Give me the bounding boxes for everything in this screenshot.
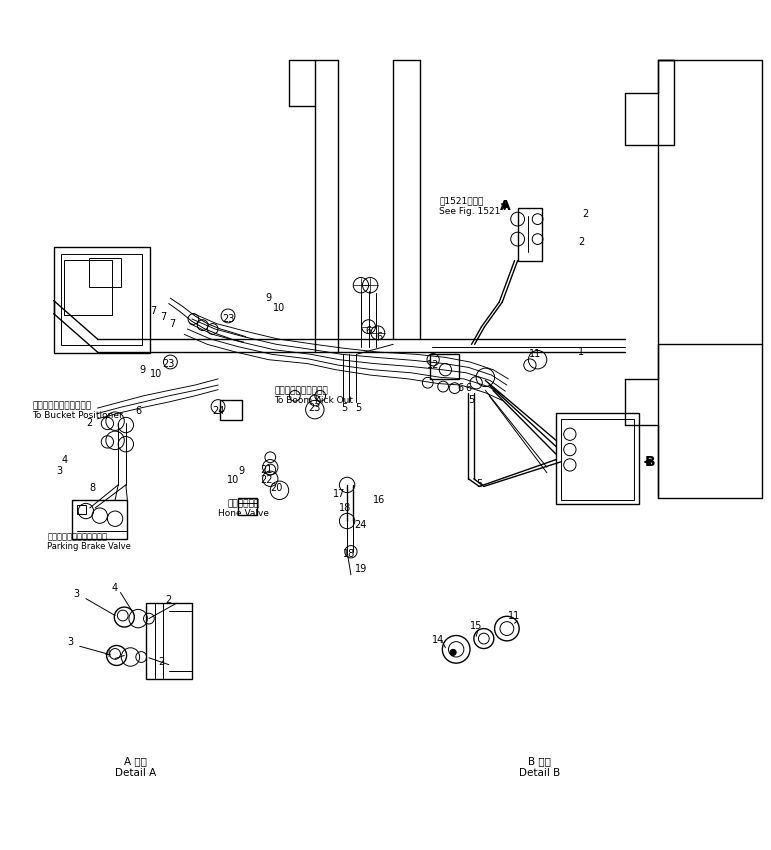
Circle shape [109,649,120,660]
Bar [72,501,127,539]
Text: 24: 24 [355,520,367,530]
Text: 9: 9 [238,466,244,476]
Text: 19: 19 [355,564,367,575]
Text: 6: 6 [365,326,372,337]
Text: 23: 23 [222,314,234,324]
Text: 2: 2 [86,418,93,428]
Text: 10: 10 [150,369,163,379]
Text: 14: 14 [432,635,444,645]
Text: 6: 6 [376,332,382,343]
Text: 1: 1 [578,347,584,357]
Text: 4: 4 [62,455,67,465]
Text: 6: 6 [466,383,472,394]
Text: 21: 21 [261,465,273,474]
Bar [221,400,242,420]
Text: 7: 7 [169,319,175,329]
Text: 16: 16 [373,496,386,505]
Text: B: B [645,455,656,469]
Text: 15: 15 [470,621,483,632]
Text: 3: 3 [73,589,79,599]
Bar [62,254,142,345]
Text: バケットポジッショナへ: バケットポジッショナへ [32,401,91,411]
Text: 8: 8 [89,483,95,493]
Text: 18: 18 [339,503,352,513]
Bar [54,246,150,353]
Text: 2: 2 [166,595,172,605]
Bar [76,505,86,514]
Text: A 詳細
Detail A: A 詳細 Detail A [115,756,157,778]
Text: 5: 5 [355,403,361,413]
Text: 18: 18 [342,549,355,559]
Text: 5: 5 [469,395,475,405]
Text: 9: 9 [139,365,145,375]
Text: 11: 11 [508,610,520,620]
Text: 5: 5 [476,479,483,489]
Text: 20: 20 [270,483,283,493]
Text: 23: 23 [163,359,175,369]
Bar [556,413,639,504]
Text: 11: 11 [529,349,541,360]
Text: 6: 6 [458,383,464,394]
Circle shape [450,649,456,655]
Bar [89,258,121,286]
Text: Hone Valve: Hone Valve [218,509,269,518]
Text: 4: 4 [112,583,118,592]
Text: 24: 24 [212,406,224,416]
Circle shape [117,610,128,620]
Text: 2: 2 [578,237,584,247]
Text: B 詳細
Detail B: B 詳細 Detail B [519,756,560,778]
Text: 6: 6 [135,406,141,416]
Text: ブームキックアウトへ: ブームキックアウトへ [274,386,328,395]
Bar [146,604,192,678]
Text: Parking Brake Valve: Parking Brake Valve [48,542,131,551]
Text: 第1521図参照
See Fig. 1521: 第1521図参照 See Fig. 1521 [439,196,500,216]
Text: 17: 17 [333,489,345,499]
Text: 23: 23 [308,403,321,413]
Text: To Boom Kick Out: To Boom Kick Out [274,396,353,405]
Text: 9: 9 [265,293,271,303]
Text: To Bucket Positioner: To Bucket Positioner [32,411,123,420]
Text: 4: 4 [104,649,110,659]
Text: 10: 10 [274,303,285,314]
Text: パーキングブレーキバルブ: パーキングブレーキバルブ [48,532,107,541]
Text: ホーンバルブ: ホーンバルブ [227,499,260,507]
Bar [430,354,460,379]
Bar [238,498,258,515]
Text: 22: 22 [260,475,273,485]
Text: 10: 10 [227,475,240,485]
Text: 7: 7 [160,313,167,322]
Bar [65,260,112,315]
Text: 2: 2 [158,656,164,666]
Text: 12: 12 [427,360,439,370]
Text: 7: 7 [150,306,157,316]
Text: 2: 2 [582,209,588,218]
Text: 3: 3 [68,637,73,647]
Bar [561,419,634,500]
Bar [517,208,542,261]
Text: 3: 3 [57,466,62,476]
Text: A: A [500,199,510,213]
Text: 5: 5 [342,403,348,413]
